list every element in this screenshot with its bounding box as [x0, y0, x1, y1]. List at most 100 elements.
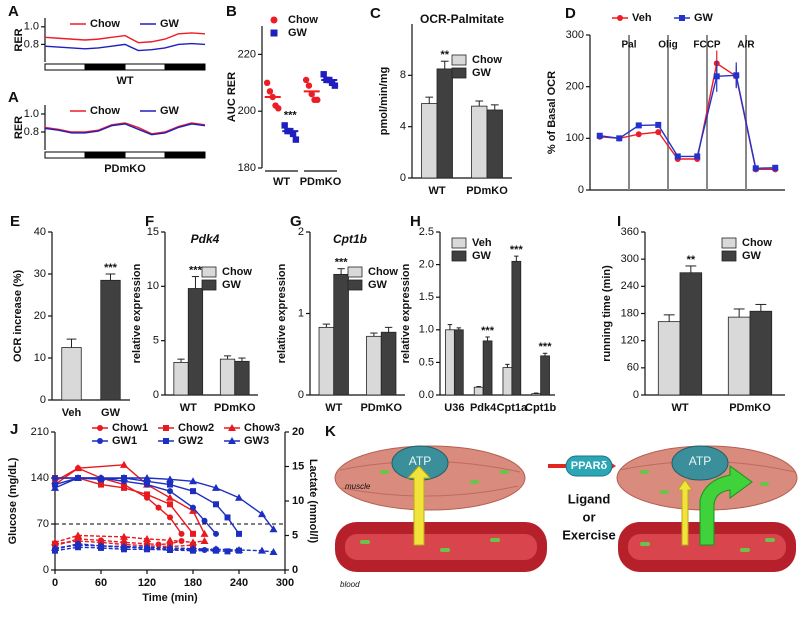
bar [445, 329, 455, 396]
data-point [224, 514, 231, 521]
y-tick-label: 1.5 [419, 291, 434, 303]
series-line [54, 477, 275, 530]
data-point [190, 488, 196, 495]
data-point [213, 501, 219, 508]
muscle-fiber [341, 485, 519, 497]
legend-marker [270, 29, 278, 37]
data-point [200, 537, 209, 545]
data-point [269, 548, 278, 556]
data-point [302, 76, 310, 84]
legend-label: Chow [288, 14, 318, 26]
bar [219, 358, 236, 396]
y-tick-label: 180 [621, 307, 639, 319]
bar [482, 340, 493, 396]
data-point [74, 541, 82, 549]
legend-swatch [451, 237, 467, 249]
bar [473, 386, 484, 396]
significance-label: *** [481, 325, 495, 337]
legend-label: Chow2 [178, 422, 214, 434]
panel-label: E [10, 213, 20, 230]
event-label: Olig [658, 40, 677, 51]
y-tick-label: 1 [298, 307, 304, 319]
data-point [166, 475, 174, 483]
x-axis-label: WT [116, 75, 133, 87]
data-point [189, 477, 197, 485]
legend-label: GW [742, 250, 762, 262]
lipid-particles [360, 470, 509, 552]
y-tick-label: 140 [31, 472, 49, 484]
data-point [733, 72, 740, 79]
significance-label: *** [510, 244, 524, 256]
event-label: Pal [621, 40, 636, 51]
panel-label: K [325, 423, 336, 440]
y-tick-label: 4 [400, 121, 406, 133]
data-point [143, 543, 151, 551]
bar [333, 273, 349, 396]
chart-title: OCR-Palmitate [420, 12, 504, 26]
y-tick-label: 2.0 [419, 259, 434, 271]
y-axis-label: RER [13, 28, 25, 51]
data-point [143, 474, 151, 481]
x-tick-label: 0 [52, 577, 58, 589]
bar [540, 355, 550, 396]
data-point [655, 121, 662, 128]
y-tick-label: 200 [238, 105, 256, 117]
bar [173, 361, 189, 396]
legend-marker [97, 425, 103, 431]
series-line [44, 122, 206, 135]
significance-label: *** [104, 262, 118, 274]
data-point [616, 135, 623, 142]
y-tick-label: 0 [400, 172, 406, 184]
data-point [155, 504, 162, 511]
legend-label: GW3 [244, 435, 269, 447]
y-tick-label: 1.0 [24, 108, 39, 120]
atp-label: ATP [409, 454, 431, 468]
series-line [44, 123, 206, 136]
legend-label: GW [222, 279, 242, 291]
data-point [674, 153, 681, 160]
series-line [54, 546, 240, 553]
x-axis-label: PDmKO [104, 163, 146, 175]
legend-swatch [451, 67, 467, 79]
or-label: or [583, 509, 596, 524]
data-point [212, 483, 220, 491]
x-tick-label: Veh [62, 407, 82, 419]
data-point [74, 531, 82, 539]
data-point [235, 493, 243, 501]
data-point [167, 501, 173, 508]
y-tick-label: 200 [566, 81, 584, 93]
data-point [200, 529, 209, 537]
data-point [235, 545, 243, 553]
diagram-k: K ATP muscle blood PPARδ Ligand or Exerc… [325, 423, 798, 589]
data-point [189, 538, 197, 546]
data-point [772, 164, 779, 171]
panel-label: B [226, 3, 237, 20]
y2-axis-label: Lactate (mmol/l) [307, 459, 319, 544]
x-tick-label: PDmKO [214, 402, 256, 414]
y-tick-label: 2.5 [419, 226, 434, 238]
y-tick-label: 0 [40, 394, 46, 406]
data-point [289, 130, 297, 138]
data-point [281, 122, 288, 129]
light-dark-bar [84, 151, 126, 159]
y-tick-label: 0.5 [419, 356, 434, 368]
x-tick-label: 180 [184, 577, 202, 589]
data-point [213, 530, 219, 537]
atp-label: ATP [689, 454, 711, 468]
data-point [74, 464, 82, 472]
data-point [166, 536, 174, 544]
y-tick-label: 240 [621, 280, 639, 292]
bar [380, 331, 397, 396]
data-point [166, 543, 174, 551]
data-point [269, 525, 278, 533]
y-axis-label: relative expression [400, 263, 412, 363]
data-point [655, 129, 662, 136]
event-label: FCCP [693, 40, 721, 51]
data-point [51, 543, 59, 551]
legend-label: Chow3 [244, 422, 280, 434]
y-tick-label: 30 [34, 268, 46, 280]
data-point [74, 474, 82, 481]
y2-tick-label: 5 [292, 529, 298, 541]
data-point [144, 491, 150, 498]
data-point [167, 481, 173, 488]
